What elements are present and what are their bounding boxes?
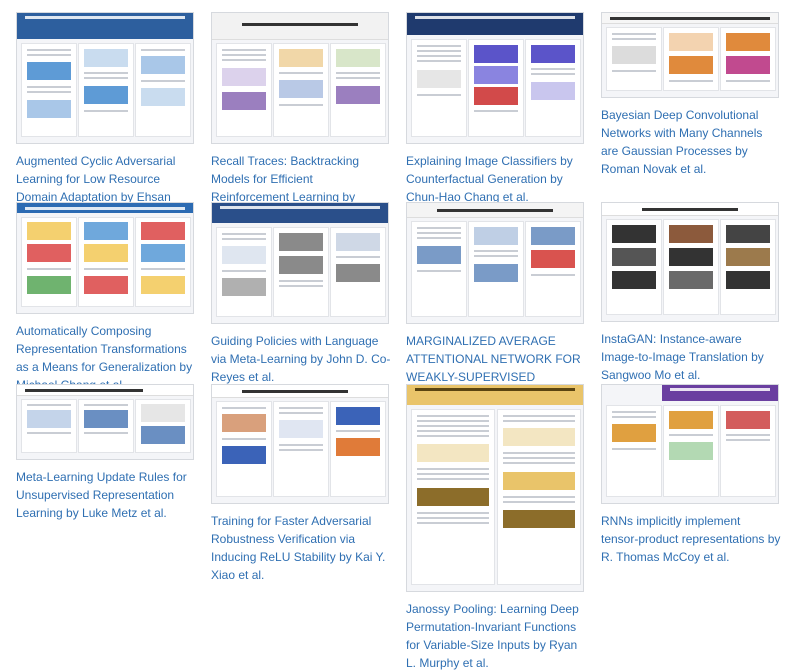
poster-header bbox=[17, 203, 193, 213]
poster-caption-link[interactable]: Explaining Image Classifiers by Counterf… bbox=[406, 154, 573, 204]
poster-caption-link[interactable]: Guiding Policies with Language via Meta-… bbox=[211, 334, 391, 384]
poster-card[interactable]: RNNs implicitly implement tensor-product… bbox=[601, 384, 781, 566]
poster-thumbnail[interactable] bbox=[601, 12, 779, 98]
poster-header bbox=[662, 385, 778, 401]
poster-thumbnail[interactable] bbox=[406, 12, 584, 144]
poster-header bbox=[407, 385, 583, 405]
poster-card[interactable]: Explaining Image Classifiers by Counterf… bbox=[406, 12, 586, 206]
poster-caption-link[interactable]: Bayesian Deep Convolutional Networks wit… bbox=[601, 108, 763, 176]
poster-caption-link[interactable]: InstaGAN: Instance-aware Image-to-Image … bbox=[601, 332, 764, 382]
poster-thumbnail[interactable] bbox=[601, 384, 779, 504]
poster-thumbnail[interactable] bbox=[16, 12, 194, 144]
poster-thumbnail[interactable] bbox=[16, 202, 194, 314]
poster-header bbox=[602, 13, 778, 24]
poster-card[interactable]: MARGINALIZED AVERAGE ATTENTIONAL NETWORK… bbox=[406, 202, 586, 404]
poster-thumbnail[interactable] bbox=[211, 384, 389, 504]
poster-header bbox=[407, 13, 583, 35]
poster-header bbox=[17, 385, 193, 396]
poster-thumbnail[interactable] bbox=[211, 12, 389, 144]
poster-caption-link[interactable]: Meta-Learning Update Rules for Unsupervi… bbox=[16, 470, 187, 520]
poster-header bbox=[602, 203, 778, 216]
poster-caption-link[interactable]: Janossy Pooling: Learning Deep Permutati… bbox=[406, 602, 579, 670]
poster-card[interactable]: Recall Traces: Backtracking Models for E… bbox=[211, 12, 391, 224]
poster-caption-link[interactable]: Training for Faster Adversarial Robustne… bbox=[211, 514, 386, 582]
poster-card[interactable]: Bayesian Deep Convolutional Networks wit… bbox=[601, 12, 781, 178]
poster-card[interactable]: Automatically Composing Representation T… bbox=[16, 202, 196, 394]
poster-card[interactable]: Training for Faster Adversarial Robustne… bbox=[211, 384, 391, 584]
poster-header bbox=[212, 203, 388, 223]
poster-caption-link[interactable]: RNNs implicitly implement tensor-product… bbox=[601, 514, 781, 564]
poster-header bbox=[212, 385, 388, 398]
poster-gallery: Augmented Cyclic Adversarial Learning fo… bbox=[16, 12, 781, 670]
poster-thumbnail[interactable] bbox=[211, 202, 389, 324]
poster-header bbox=[17, 13, 193, 39]
poster-thumbnail[interactable] bbox=[601, 202, 779, 322]
poster-thumbnail[interactable] bbox=[406, 202, 584, 324]
poster-header bbox=[407, 203, 583, 218]
poster-card[interactable]: Guiding Policies with Language via Meta-… bbox=[211, 202, 391, 386]
poster-header bbox=[212, 13, 388, 40]
poster-card[interactable]: Meta-Learning Update Rules for Unsupervi… bbox=[16, 384, 196, 522]
poster-card[interactable]: Janossy Pooling: Learning Deep Permutati… bbox=[406, 384, 586, 672]
poster-thumbnail[interactable] bbox=[406, 384, 584, 592]
poster-thumbnail[interactable] bbox=[16, 384, 194, 460]
poster-caption-link[interactable]: Automatically Composing Representation T… bbox=[16, 324, 193, 392]
poster-card[interactable]: Augmented Cyclic Adversarial Learning fo… bbox=[16, 12, 196, 224]
poster-card[interactable]: InstaGAN: Instance-aware Image-to-Image … bbox=[601, 202, 781, 384]
